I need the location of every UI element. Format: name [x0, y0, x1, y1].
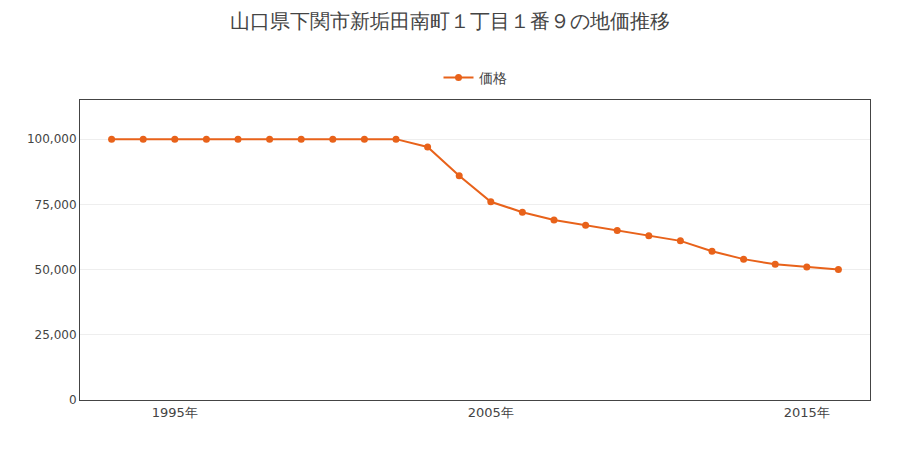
svg-text:山口県下関市新垢田南町１丁目１番９の地価推移: 山口県下関市新垢田南町１丁目１番９の地価推移	[230, 9, 670, 33]
svg-text:2005年: 2005年	[468, 405, 514, 420]
svg-text:50,000: 50,000	[35, 263, 77, 277]
svg-text:25,000: 25,000	[35, 328, 77, 342]
svg-text:価格: 価格	[479, 70, 507, 86]
svg-text:100,000: 100,000	[27, 132, 77, 146]
svg-text:75,000: 75,000	[35, 198, 77, 212]
svg-text:2015年: 2015年	[784, 405, 830, 420]
svg-text:0: 0	[69, 393, 77, 407]
svg-text:1995年: 1995年	[152, 405, 198, 420]
